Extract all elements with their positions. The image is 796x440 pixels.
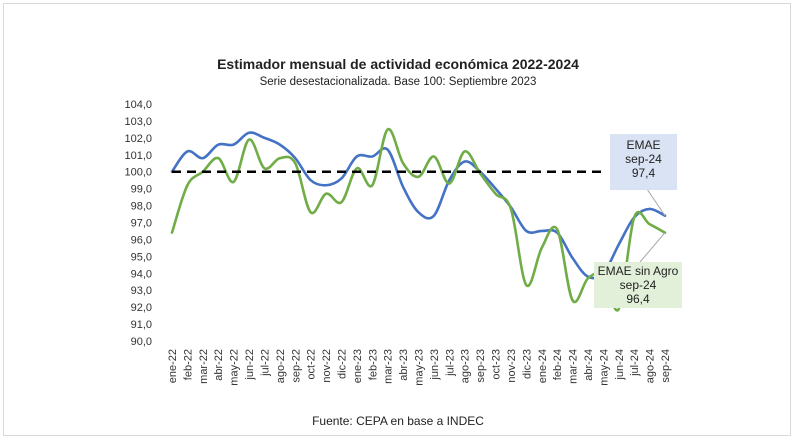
emae-callout-line-3: 97,4 xyxy=(631,166,656,180)
emae-sin-agro-callout: EMAE sin Agro sep-24 96,4 xyxy=(594,262,682,308)
y-tick-label: 96,0 xyxy=(131,234,152,246)
y-tick-label: 94,0 xyxy=(131,268,152,280)
x-tick-label: mar-24 xyxy=(568,349,580,384)
y-tick-label: 102,0 xyxy=(124,133,152,145)
emae-sin-agro-callout-leader xyxy=(639,232,666,263)
x-tick-label: ene-22 xyxy=(167,349,179,383)
emae-callout-line-2: sep-24 xyxy=(625,152,662,166)
x-tick-label: feb-23 xyxy=(367,349,379,380)
y-tick-label: 101,0 xyxy=(124,150,152,162)
x-tick-label: may-24 xyxy=(598,349,610,386)
x-tick-label: mar-23 xyxy=(383,349,395,384)
y-tick-label: 103,0 xyxy=(124,116,152,128)
y-tick-label: 92,0 xyxy=(131,302,152,314)
y-tick-label: 91,0 xyxy=(131,319,152,331)
x-tick-label: abr-23 xyxy=(398,349,410,381)
x-tick-label: may-22 xyxy=(229,349,241,386)
x-tick-label: ago-23 xyxy=(460,349,472,383)
x-tick-label: jul-22 xyxy=(259,349,271,377)
x-tick-label: dic-23 xyxy=(521,349,533,379)
x-tick-label: nov-22 xyxy=(321,349,333,383)
x-tick-label: jun-24 xyxy=(614,349,626,381)
x-tick-label: jul-23 xyxy=(444,349,456,377)
x-tick-label: nov-23 xyxy=(506,349,518,383)
y-tick-label: 90,0 xyxy=(131,336,152,348)
emae-callout-line-1: EMAE xyxy=(626,138,661,152)
x-tick-label: jun-23 xyxy=(429,349,441,381)
x-tick-label: oct-23 xyxy=(491,349,503,380)
x-tick-label: may-23 xyxy=(414,349,426,386)
y-tick-label: 97,0 xyxy=(131,218,152,230)
x-tick-label: ene-24 xyxy=(537,349,549,383)
emae-sin-agro-callout-line-2: sep-24 xyxy=(619,278,657,292)
emae-callout: EMAE sep-24 97,4 xyxy=(610,134,677,190)
y-tick-label: 100,0 xyxy=(124,167,152,179)
y-tick-label: 93,0 xyxy=(131,285,152,297)
x-tick-label: abr-24 xyxy=(583,349,595,381)
x-tick-label: ene-23 xyxy=(352,349,364,383)
emae-series-line xyxy=(170,131,667,280)
y-tick-label: 104,0 xyxy=(124,99,152,111)
chart-subtitle: Serie desestacionalizada. Base 100: Sept… xyxy=(259,76,537,88)
x-tick-label: abr-22 xyxy=(213,349,225,381)
chart-frame xyxy=(3,3,791,436)
chart-title: Estimador mensual de actividad económica… xyxy=(217,56,579,72)
x-tick-label: jun-22 xyxy=(244,349,256,381)
x-tick-label: ago-22 xyxy=(275,349,287,383)
x-tick-label: sep-24 xyxy=(660,349,672,383)
x-tick-label: jul-24 xyxy=(629,349,641,377)
chart-source: Fuente: CEPA en base a INDEC xyxy=(312,414,484,428)
x-tick-label: mar-22 xyxy=(198,349,210,384)
y-tick-label: 95,0 xyxy=(131,251,152,263)
x-tick-label: oct-22 xyxy=(306,349,318,380)
emae-sin-agro-callout-line-3: 96,4 xyxy=(626,292,650,306)
emae_sin_agro-series-line xyxy=(170,128,667,312)
x-tick-label: feb-22 xyxy=(182,349,194,380)
emae-callout-leader xyxy=(646,188,666,217)
x-tick-label: dic-22 xyxy=(336,349,348,379)
x-tick-label: sep-23 xyxy=(475,349,487,383)
x-tick-label: ago-24 xyxy=(645,349,657,383)
x-tick-label: feb-24 xyxy=(552,349,564,380)
y-tick-label: 98,0 xyxy=(131,201,152,213)
y-tick-label: 99,0 xyxy=(131,184,152,196)
x-tick-label: sep-22 xyxy=(290,349,302,383)
emae-sin-agro-callout-line-1: EMAE sin Agro xyxy=(597,264,679,278)
